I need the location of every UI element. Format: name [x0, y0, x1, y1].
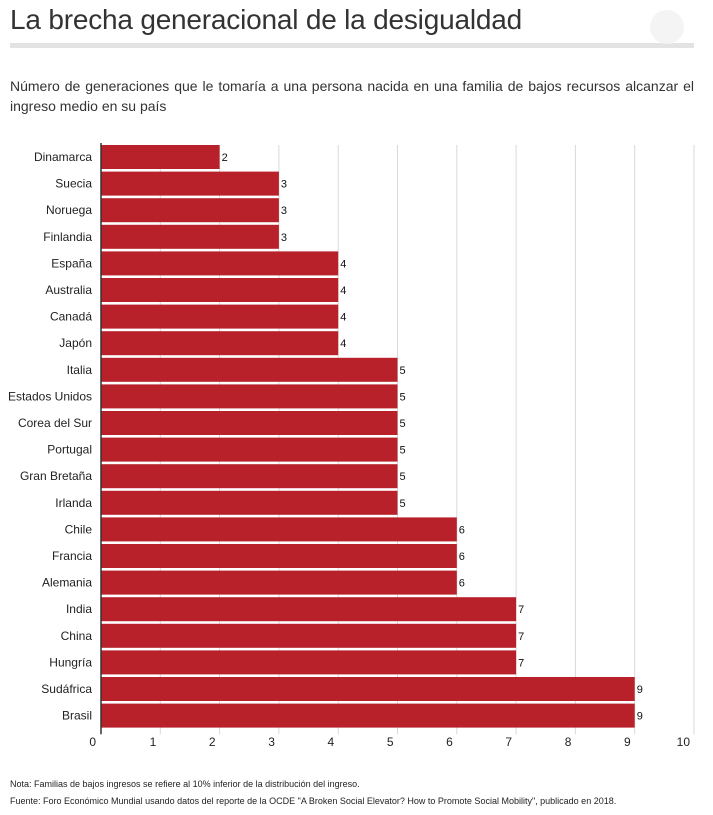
- bar: [101, 251, 339, 276]
- chart-title: La brecha generacional de la desigualdad: [10, 4, 522, 35]
- category-label: Portugal: [47, 443, 92, 457]
- bar: [101, 278, 339, 302]
- data-label: 6: [459, 524, 465, 536]
- category-label: Dinamarca: [34, 150, 92, 164]
- data-label: 7: [518, 631, 524, 643]
- x-tick-label: 2: [209, 735, 216, 749]
- chart-subtitle: Número de generaciones que le tomaría a …: [10, 78, 694, 114]
- x-tick-label: 3: [268, 735, 275, 749]
- bar: [101, 490, 398, 515]
- data-label: 4: [340, 338, 346, 350]
- title-divider: [10, 43, 694, 48]
- category-label: Gran Bretaña: [20, 469, 92, 483]
- bar: [101, 384, 398, 409]
- category-label: India: [66, 602, 92, 616]
- category-label: Irlanda: [55, 496, 92, 510]
- source-note: Fuente: Foro Económico Mundial usando da…: [10, 796, 617, 806]
- data-label: 6: [459, 578, 465, 590]
- bar: [101, 597, 517, 622]
- data-label: 3: [281, 179, 287, 191]
- data-label: 5: [400, 471, 406, 483]
- x-tick-label: 4: [328, 735, 335, 749]
- bar: [101, 331, 339, 356]
- bar: [101, 171, 279, 196]
- bar: [101, 357, 398, 382]
- category-label: Italia: [67, 363, 93, 377]
- bar: [101, 677, 635, 701]
- bar: [101, 464, 398, 489]
- category-label: China: [61, 629, 93, 643]
- bar: [101, 623, 517, 648]
- bar: [101, 224, 279, 249]
- bar: [101, 198, 279, 223]
- data-label: 5: [400, 391, 406, 403]
- data-label: 3: [281, 232, 287, 244]
- category-label: Japón: [59, 336, 92, 350]
- data-label: 7: [518, 604, 524, 616]
- category-label: Canadá: [50, 310, 92, 324]
- category-label: Australia: [45, 283, 92, 297]
- data-label: 4: [340, 285, 346, 297]
- data-label: 5: [400, 418, 406, 430]
- data-label: 7: [518, 657, 524, 669]
- bar: [101, 411, 398, 435]
- data-label: 3: [281, 205, 287, 217]
- data-label: 4: [340, 258, 346, 270]
- bar: [101, 145, 220, 169]
- x-tick-label: 0: [89, 735, 96, 749]
- category-label: Estados Unidos: [8, 389, 92, 403]
- x-tick-label: 1: [150, 735, 157, 749]
- category-label: Noruega: [46, 203, 92, 217]
- bar: [101, 650, 517, 675]
- x-tick-label: 8: [565, 735, 572, 749]
- category-label: Sudáfrica: [41, 682, 92, 696]
- data-label: 5: [400, 445, 406, 457]
- category-label: Chile: [65, 522, 93, 536]
- data-label: 5: [400, 498, 406, 510]
- bar: [101, 437, 398, 462]
- x-tick-label: 6: [446, 735, 453, 749]
- category-label: Corea del Sur: [18, 416, 92, 430]
- x-tick-label: 5: [387, 735, 394, 749]
- category-label: Brasil: [62, 709, 92, 723]
- x-tick-label: 9: [624, 735, 631, 749]
- category-label: España: [51, 256, 92, 270]
- category-label: Finlandia: [43, 230, 92, 244]
- data-label: 2: [222, 152, 228, 164]
- footnote: Nota: Familias de bajos ingresos se refi…: [10, 779, 360, 789]
- category-label: Suecia: [55, 177, 92, 191]
- x-tick-label: 7: [505, 735, 512, 749]
- data-label: 5: [400, 365, 406, 377]
- data-label: 9: [637, 711, 643, 723]
- category-label: Hungría: [49, 655, 92, 669]
- category-label: Francia: [52, 549, 92, 563]
- bar: [101, 517, 457, 542]
- x-tick-label: 10: [677, 735, 691, 749]
- data-label: 4: [340, 312, 346, 324]
- bar: [101, 570, 457, 595]
- data-label: 6: [459, 551, 465, 563]
- category-label: Alemania: [42, 576, 92, 590]
- logo-icon: [650, 10, 684, 44]
- bar: [101, 703, 635, 728]
- bar: [101, 304, 339, 329]
- bar: [101, 544, 457, 568]
- data-label: 9: [637, 684, 643, 696]
